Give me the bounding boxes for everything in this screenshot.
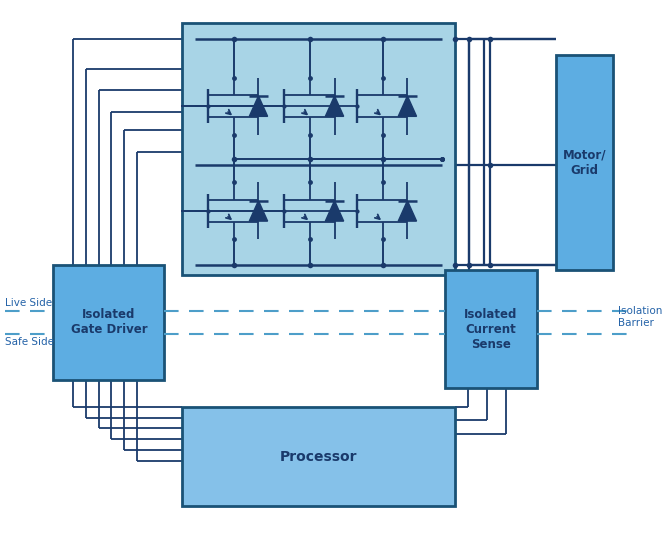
Bar bbox=[556, 55, 613, 270]
Polygon shape bbox=[325, 201, 344, 221]
Text: Motor/
Grid: Motor/ Grid bbox=[563, 148, 606, 177]
Polygon shape bbox=[398, 96, 417, 116]
Polygon shape bbox=[398, 201, 417, 221]
Bar bbox=[445, 270, 537, 388]
Polygon shape bbox=[249, 96, 267, 116]
Text: Safe Side: Safe Side bbox=[5, 337, 53, 347]
Text: Isolated
Gate Driver: Isolated Gate Driver bbox=[71, 308, 147, 336]
Text: Live Side: Live Side bbox=[5, 298, 51, 308]
Text: Isolation
Barrier: Isolation Barrier bbox=[618, 306, 662, 328]
Bar bbox=[182, 23, 454, 275]
Text: Processor: Processor bbox=[279, 450, 357, 464]
Polygon shape bbox=[249, 201, 267, 221]
Text: Isolated
Current
Sense: Isolated Current Sense bbox=[464, 308, 518, 350]
Bar bbox=[53, 265, 164, 380]
Polygon shape bbox=[325, 96, 344, 116]
Bar bbox=[182, 407, 454, 507]
